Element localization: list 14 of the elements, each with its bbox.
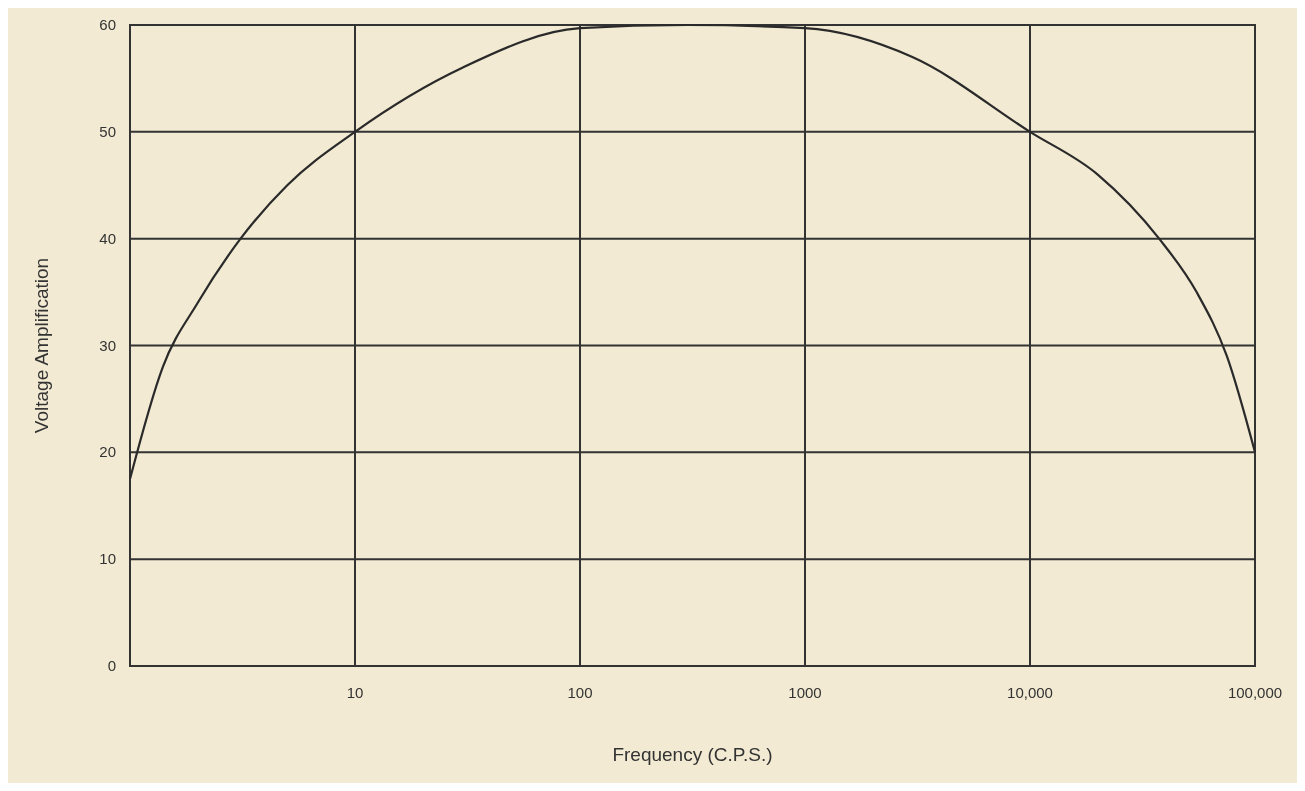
x-tick-label: 1000: [788, 684, 822, 701]
x-tick-label: 100,000: [1227, 684, 1283, 701]
y-tick-label: 10: [99, 550, 116, 568]
y-tick-label: 50: [99, 122, 116, 140]
x-tick-label: 10,000: [1007, 684, 1053, 701]
y-tick-label: 30: [99, 336, 116, 354]
y-axis-title: Voltage Amplification: [31, 257, 52, 434]
x-tick-label: 10: [346, 684, 364, 701]
x-tick-label: 100: [567, 684, 593, 701]
y-tick-label: 60: [99, 16, 116, 33]
y-tick-label: 20: [99, 443, 116, 461]
x-axis-title: Frequency (C.P.S.): [612, 744, 773, 765]
y-tick-label: 40: [99, 229, 116, 247]
y-tick-label: 0: [107, 657, 116, 674]
